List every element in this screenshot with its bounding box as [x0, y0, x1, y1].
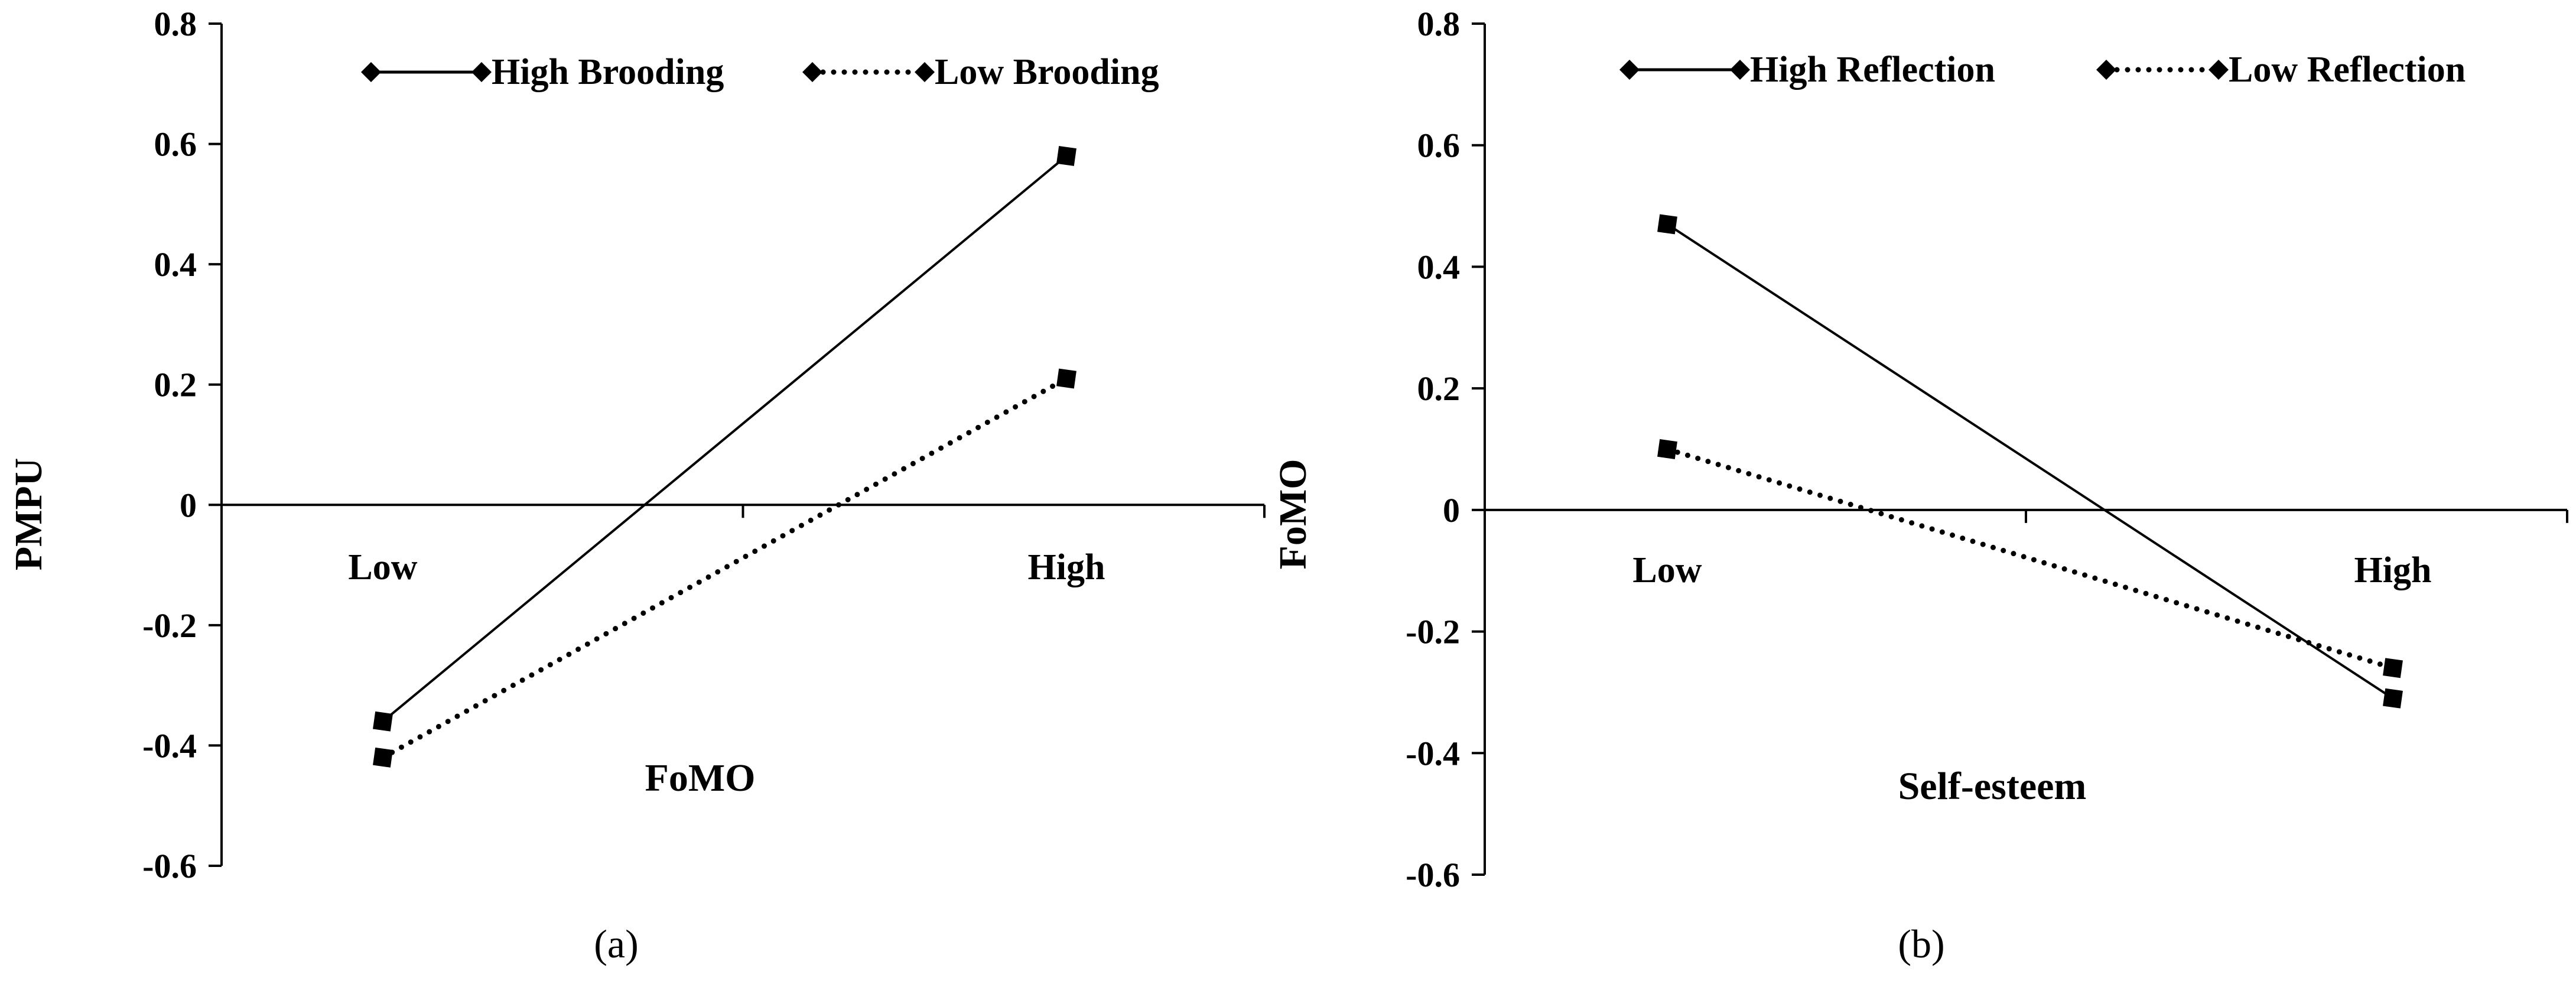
series-line-1: [380, 376, 1069, 761]
series-1-point-1: [1056, 368, 1076, 389]
series-1-point-0: [1657, 439, 1677, 459]
y-tick-label: -0.6: [1406, 856, 1460, 894]
y-axis-title: PMPU: [7, 458, 50, 571]
legend-marker: [471, 62, 492, 82]
panel-caption: (a): [594, 921, 638, 966]
x-axis-title: FoMO: [645, 756, 756, 800]
series-0-point-0: [373, 711, 393, 732]
y-tick-label: 0.2: [154, 366, 197, 404]
series-line-1: [1664, 446, 2396, 671]
panel-caption: (b): [1898, 921, 1944, 966]
y-tick-label: 0: [180, 486, 197, 524]
series-1-point-0: [373, 747, 393, 768]
legend-label: Low Brooding: [935, 52, 1159, 92]
series-0-point-0: [1657, 214, 1677, 235]
y-tick-label: -0.4: [142, 726, 197, 765]
legend-marker: [802, 62, 822, 82]
legend-marker: [1619, 60, 1640, 80]
legend-marker: [1730, 60, 1750, 80]
y-tick-label: -0.2: [1406, 613, 1460, 651]
series-0-point-1: [1056, 145, 1076, 166]
legend-label: Low Reflection: [2229, 50, 2466, 90]
y-tick-label: -0.6: [142, 847, 197, 885]
y-tick-label: 0.8: [1417, 5, 1461, 43]
chart-panel-b: 0.8 0.6 0.4 0.2 0 -0.2 -0.4 -0.6 Low High Self-est…: [1271, 5, 2568, 966]
y-tick-label: 0.4: [1417, 248, 1461, 286]
x-axis-title: Self-esteem: [1898, 765, 2087, 808]
legend-marker: [2209, 60, 2229, 80]
y-axis-title: FoMO: [1271, 459, 1315, 570]
legend-marker: [361, 62, 381, 82]
legend-marker: [915, 62, 935, 82]
legend-label: High Brooding: [492, 52, 724, 92]
legend-label: High Reflection: [1750, 50, 1995, 90]
y-tick-label: 0.4: [154, 245, 197, 284]
series-line-0: [382, 155, 1068, 723]
y-tick-label: -0.4: [1406, 734, 1460, 772]
legend-marker: [2096, 60, 2116, 80]
series-line-0: [1666, 223, 2394, 700]
series-1-point-1: [2383, 658, 2403, 678]
y-tick-label: 0.2: [1417, 369, 1461, 408]
x-category-label: Low: [1632, 550, 1702, 590]
y-tick-label: 0.8: [154, 5, 197, 43]
y-tick-label: -0.2: [142, 606, 197, 645]
y-tick-label: 0.6: [154, 125, 197, 164]
y-tick-label: 0: [1443, 491, 1460, 530]
x-category-label: Low: [348, 547, 417, 587]
y-tick-label: 0.6: [1417, 126, 1461, 165]
x-category-label: High: [1028, 547, 1105, 587]
series-0-point-1: [2383, 688, 2403, 709]
chart-panel-a: 0.8 0.6 0.4 0.2 0 -0.2 -0.4 -0.6 Low High FoMO PMPU…: [7, 5, 1266, 966]
x-category-label: High: [2354, 550, 2432, 590]
